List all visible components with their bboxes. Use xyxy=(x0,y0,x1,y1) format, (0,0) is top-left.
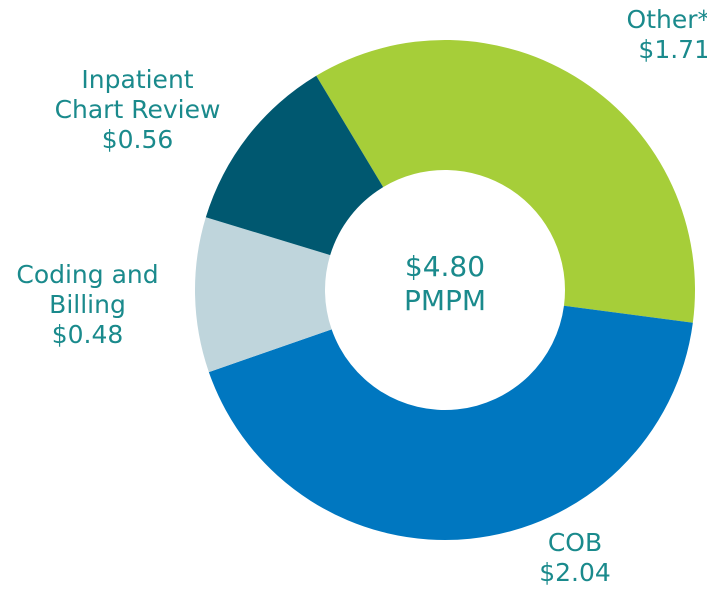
donut-segment xyxy=(208,305,693,541)
center-text: PMPM xyxy=(403,284,487,317)
value-label: $1.71 xyxy=(638,35,707,64)
value-label: $0.56 xyxy=(101,125,174,154)
donut-segment xyxy=(316,39,695,323)
segment-label: Coding and Billing $0.48 xyxy=(5,260,170,350)
center-text: $4.80 xyxy=(404,250,486,283)
segment-label: Other* $1.71 xyxy=(580,5,707,65)
donut-segment xyxy=(195,217,332,373)
category-label: Inpatient Chart Review xyxy=(54,65,221,124)
segment-label: Inpatient Chart Review $0.56 xyxy=(50,65,225,155)
category-label: COB xyxy=(547,528,603,557)
value-label: $0.48 xyxy=(51,320,124,349)
category-label: Coding and Billing xyxy=(16,260,159,319)
donut-segment xyxy=(205,75,384,256)
category-label: Other* xyxy=(626,5,707,34)
center-label: $4.80 PMPM xyxy=(345,250,545,318)
value-label: $2.04 xyxy=(539,558,611,587)
segment-label: COB $2.04 xyxy=(500,528,650,588)
